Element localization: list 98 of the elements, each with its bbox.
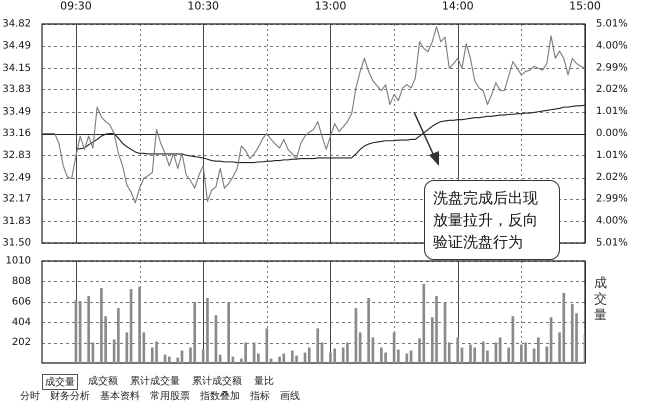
bar [244,342,247,363]
text: 指数叠加 [200,390,240,401]
y2-tick-label: 2.02% [596,172,628,184]
bar [227,302,230,363]
annotation: 洗盘完成后出现放量拉升，反向验证洗盘行为 [424,180,560,260]
y-tick-label: 34.82 [2,18,31,30]
bar [164,354,166,363]
y-tick-label: 32.17 [2,193,31,204]
y2-tick-label: 2.02% [596,84,628,95]
y-tick-label: 404 [12,316,31,328]
y-tick-label: 34.49 [2,40,31,52]
bar [410,350,412,363]
y-tick-label: 33.16 [2,128,31,140]
bar [550,317,552,363]
bar [537,337,540,363]
bar [456,337,460,363]
bar [155,341,158,363]
text: 成交量 [42,374,78,390]
text: 成交额 [87,374,119,389]
x-tick-label: 14:00 [442,0,474,12]
y-tick-label: 31.83 [2,216,31,227]
bar [469,344,472,363]
bar [380,348,383,363]
bar [74,300,78,363]
bar [130,288,132,363]
y-tick-label: 1010 [6,256,31,267]
text: 指标 [250,390,270,401]
bar [206,298,209,363]
y2-tick-label: 4.00% [596,40,628,52]
bar [126,332,128,363]
y-tick-label: 33.49 [2,106,31,118]
y-axis-title: 成交量 [594,276,608,324]
bar [333,348,336,363]
bar [193,302,196,363]
bar [214,315,218,363]
bar [498,337,502,363]
bar [562,292,566,363]
bar [240,358,243,363]
bar [512,316,514,363]
bar [117,308,120,363]
x-tick-label: 15:00 [569,0,601,12]
y-tick-label: 32.49 [2,172,31,184]
y2-tick-label: 1.01% [596,106,628,118]
bar [422,284,426,363]
bar [392,332,396,363]
bar [100,288,103,363]
bar [482,341,485,363]
bar [78,301,82,363]
y2-tick-label: 1.01% [596,150,628,162]
x-tick-label: 10:30 [187,0,220,12]
bar [308,348,311,363]
text: 分时 [20,390,40,401]
y-tick-label: 808 [12,276,31,287]
bar [266,328,268,363]
text: 累计成交额 [191,374,243,389]
bar [316,328,320,363]
bar [384,352,387,363]
text: 量比 [253,374,275,389]
y2-tick-label: 5.01% [596,18,628,30]
bar [354,308,358,363]
y2-tick-label: 2.99% [596,62,628,74]
text: 常用股票 [150,390,190,401]
bar [346,342,349,363]
bar [87,296,90,363]
bar [494,342,498,363]
x-tick-label: 09:30 [60,0,92,12]
bar [180,350,184,363]
bar [104,316,107,363]
bar [290,350,294,363]
x-tick-label: 13:00 [314,0,346,12]
bar [570,304,574,363]
text: 基本资料 [100,390,140,401]
bar [329,352,332,363]
y-tick-label: 33.83 [2,84,31,95]
bar [282,354,286,363]
bar [252,342,256,363]
y2-tick-label: 5.01% [596,238,628,249]
text: 画线 [280,390,300,401]
bar [406,354,408,363]
y2-tick-label: 0.00% [596,128,628,140]
y-tick-label: 34.15 [2,62,31,74]
y-tick-label: 31.50 [2,238,31,249]
bar [520,344,523,363]
y-tick-label: 606 [12,296,31,308]
bar [444,302,446,363]
bar [278,356,281,363]
bar [524,342,527,363]
y2-tick-label: 2.99% [596,193,628,204]
text: 累计成交量 [129,374,181,389]
bar [473,348,476,363]
bar [168,356,171,363]
y-tick-label: 32.83 [2,150,31,161]
y2-tick-label: 4.00% [596,216,628,227]
bar [367,298,370,363]
bar [138,286,141,363]
text: 财务分析 [50,390,90,401]
bar [435,296,438,363]
y-tick-label: 202 [12,337,31,348]
